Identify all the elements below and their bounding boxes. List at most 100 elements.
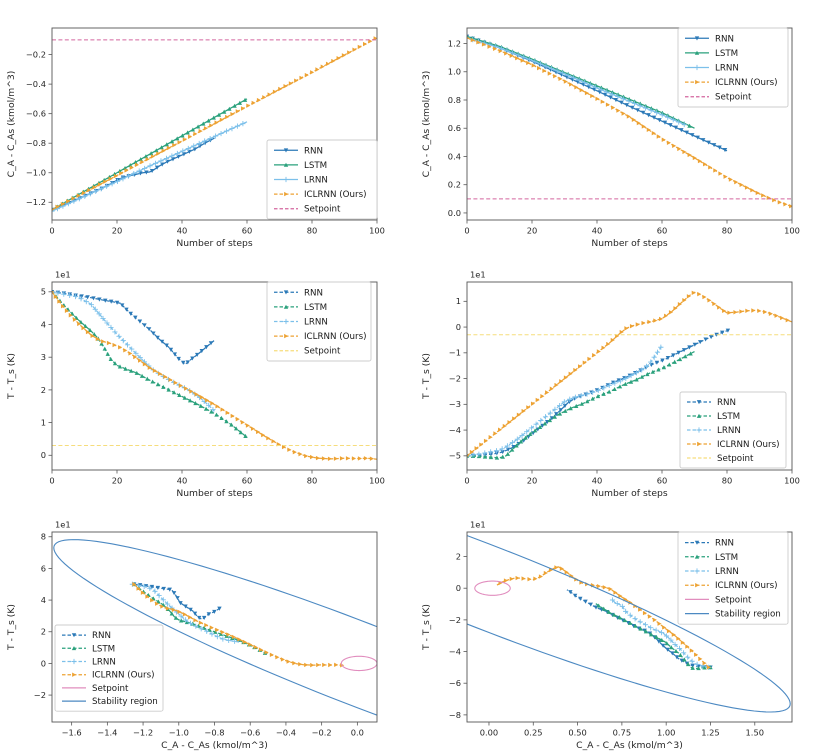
marker-plus: [142, 165, 148, 172]
marker-triangle-up: [71, 646, 77, 651]
marker-triangle-down: [175, 596, 180, 601]
marker-triangle-right: [304, 72, 309, 78]
marker-triangle-right: [292, 449, 297, 455]
marker-triangle-right: [97, 182, 102, 187]
marker-triangle-up: [173, 615, 179, 620]
legend-label: LRNN: [715, 64, 739, 74]
marker-triangle-right: [682, 298, 687, 303]
x-tick-label: 0: [49, 476, 54, 486]
marker-triangle-down: [206, 612, 212, 617]
marker-triangle-right: [774, 313, 779, 318]
x-tick-label: 1.00: [657, 728, 675, 738]
marker-triangle-right: [345, 456, 350, 461]
marker-triangle-up: [606, 389, 612, 394]
marker-plus: [654, 110, 660, 116]
marker-plus: [609, 91, 615, 97]
marker-triangle-up: [203, 406, 209, 411]
marker-triangle-right: [210, 401, 215, 406]
marker-triangle-right: [220, 629, 225, 635]
marker-triangle-right: [780, 315, 785, 321]
marker-triangle-right: [215, 627, 220, 633]
marker-triangle-right: [90, 333, 95, 339]
marker-triangle-right: [363, 456, 368, 461]
y-tick-label: 8: [41, 532, 46, 542]
marker-triangle-right: [558, 76, 563, 82]
marker-triangle-down: [706, 140, 711, 145]
x-tick-label: 100: [369, 476, 385, 486]
marker-triangle-down: [500, 450, 505, 455]
y-tick-label: 2: [41, 385, 46, 395]
marker-triangle-right: [261, 432, 266, 438]
marker-triangle-up: [138, 157, 143, 162]
marker-plus: [676, 119, 682, 125]
marker-plus: [514, 436, 520, 442]
marker-triangle-right: [521, 576, 526, 581]
marker-triangle-down: [657, 118, 662, 123]
marker-triangle-right: [626, 114, 631, 119]
marker-triangle-up: [685, 662, 691, 667]
marker-plus: [470, 452, 476, 458]
marker-triangle-right: [694, 652, 699, 657]
marker-plus: [668, 637, 674, 643]
x-tick-label: −0.8: [204, 728, 224, 738]
region-ellipse: [340, 655, 377, 672]
series-iclrnn-ours: [52, 36, 377, 211]
marker-plus: [482, 450, 488, 456]
marker-triangle-up: [211, 115, 216, 120]
marker-triangle-right: [661, 137, 666, 142]
marker-plus: [582, 80, 588, 86]
marker-triangle-right: [476, 40, 481, 45]
legend-label: LSTM: [717, 412, 740, 422]
marker-triangle-up: [696, 666, 701, 671]
marker-triangle-right: [689, 648, 694, 653]
marker-triangle-right: [577, 364, 583, 369]
marker-triangle-down: [708, 335, 714, 340]
legend-label: Setpoint: [715, 595, 752, 605]
axis-offset-text: 1e1: [470, 270, 486, 280]
marker-plus: [158, 158, 164, 164]
marker-triangle-right: [230, 111, 235, 117]
marker-triangle-right: [334, 662, 339, 668]
marker-triangle-right: [610, 337, 615, 343]
marker-triangle-right: [240, 106, 246, 111]
marker-plus: [670, 117, 676, 123]
marker-triangle-right: [744, 185, 750, 190]
marker-triangle-right: [284, 191, 289, 197]
marker-triangle-right: [251, 100, 256, 106]
marker-plus: [648, 107, 654, 113]
marker-triangle-up: [579, 401, 584, 406]
marker-plus: [87, 191, 93, 197]
marker-triangle-down: [199, 349, 204, 354]
marker-triangle-up: [161, 384, 166, 389]
marker-triangle-right: [682, 149, 687, 155]
x-tick-label: 20: [527, 476, 538, 486]
marker-triangle-up: [128, 163, 133, 168]
marker-triangle-right: [294, 78, 299, 83]
marker-triangle-right: [68, 313, 73, 318]
marker-triangle-right: [672, 143, 677, 149]
marker-triangle-right: [512, 416, 517, 421]
marker-plus: [524, 429, 530, 435]
y-tick-label: 0: [456, 583, 461, 593]
x-tick-label: 0.50: [568, 728, 586, 738]
marker-triangle-down: [684, 130, 689, 135]
legend-label: LSTM: [304, 303, 327, 313]
marker-triangle-up: [677, 357, 683, 362]
marker-triangle-up: [238, 430, 244, 435]
plot-temperature-vs-steps-left: 0 20 40 60 80 100 0 1 2 3 4 5 1e1 Number of steps T - …: [0, 250, 415, 500]
marker-triangle-right: [142, 361, 147, 367]
marker-triangle-right: [469, 449, 474, 455]
marker-triangle-down: [159, 339, 165, 344]
marker-triangle-right: [691, 290, 696, 296]
marker-triangle-right: [664, 313, 669, 318]
y-tick-label: −2: [449, 373, 461, 383]
marker-triangle-down: [700, 138, 706, 143]
axis-offset-text: 1e1: [470, 520, 486, 530]
plot-temperature-vs-steps-right: 0 20 40 60 80 100 −5 −4 −3 −2 −1 0 1 1e1 Number of ste…: [415, 250, 830, 500]
marker-plus: [185, 145, 191, 152]
marker-triangle-up: [542, 421, 548, 426]
marker-triangle-up: [656, 367, 661, 372]
marker-triangle-right: [177, 140, 182, 145]
marker-triangle-right: [160, 604, 165, 609]
marker-plus: [643, 363, 650, 369]
